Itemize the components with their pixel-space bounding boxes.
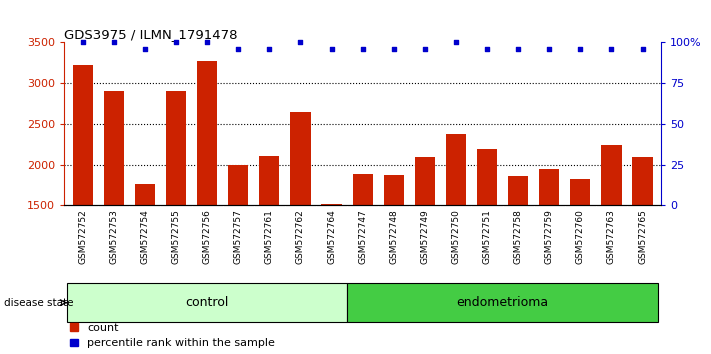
- Text: GSM572758: GSM572758: [513, 209, 523, 264]
- Point: [264, 46, 275, 52]
- Point: [326, 46, 337, 52]
- Text: GSM572757: GSM572757: [234, 209, 242, 264]
- Bar: [67, 283, 347, 322]
- Text: GSM572749: GSM572749: [420, 209, 429, 264]
- Bar: [166, 91, 186, 205]
- Text: GSM572751: GSM572751: [483, 209, 491, 264]
- Bar: [415, 157, 435, 205]
- Point: [419, 46, 431, 52]
- Text: GSM572753: GSM572753: [109, 209, 118, 264]
- Text: GSM572765: GSM572765: [638, 209, 647, 264]
- Bar: [539, 170, 560, 205]
- Bar: [135, 184, 155, 205]
- Point: [170, 40, 181, 45]
- Bar: [508, 176, 528, 205]
- Legend: count, percentile rank within the sample: count, percentile rank within the sample: [70, 323, 275, 348]
- Text: GSM572761: GSM572761: [264, 209, 274, 264]
- Point: [513, 46, 524, 52]
- Text: disease state: disease state: [4, 298, 73, 308]
- Text: GSM572760: GSM572760: [576, 209, 585, 264]
- Point: [108, 40, 119, 45]
- Text: GSM572754: GSM572754: [140, 209, 149, 264]
- Bar: [477, 149, 497, 205]
- Point: [294, 40, 306, 45]
- Text: GSM572748: GSM572748: [389, 209, 398, 264]
- Text: GSM572764: GSM572764: [327, 209, 336, 264]
- Point: [450, 40, 461, 45]
- Point: [201, 40, 213, 45]
- Text: GSM572759: GSM572759: [545, 209, 554, 264]
- Point: [606, 46, 617, 52]
- Bar: [260, 156, 279, 205]
- Point: [77, 40, 88, 45]
- Point: [543, 46, 555, 52]
- Point: [574, 46, 586, 52]
- Bar: [197, 61, 217, 205]
- Text: GSM572752: GSM572752: [78, 209, 87, 264]
- Point: [139, 46, 151, 52]
- Bar: [353, 175, 373, 205]
- Point: [637, 46, 648, 52]
- Bar: [446, 135, 466, 205]
- Bar: [321, 204, 341, 205]
- Bar: [347, 283, 658, 322]
- Bar: [290, 112, 311, 205]
- Bar: [228, 165, 248, 205]
- Text: GSM572762: GSM572762: [296, 209, 305, 264]
- Text: GSM572747: GSM572747: [358, 209, 367, 264]
- Bar: [73, 65, 92, 205]
- Bar: [384, 175, 404, 205]
- Text: GSM572756: GSM572756: [203, 209, 212, 264]
- Point: [481, 46, 493, 52]
- Text: GSM572763: GSM572763: [607, 209, 616, 264]
- Text: GSM572750: GSM572750: [451, 209, 461, 264]
- Bar: [570, 179, 590, 205]
- Point: [357, 46, 368, 52]
- Text: control: control: [186, 296, 229, 309]
- Point: [232, 46, 244, 52]
- Bar: [602, 145, 621, 205]
- Bar: [104, 91, 124, 205]
- Text: endometrioma: endometrioma: [456, 296, 549, 309]
- Bar: [633, 157, 653, 205]
- Text: GSM572755: GSM572755: [171, 209, 181, 264]
- Text: GDS3975 / ILMN_1791478: GDS3975 / ILMN_1791478: [64, 28, 237, 41]
- Point: [388, 46, 400, 52]
